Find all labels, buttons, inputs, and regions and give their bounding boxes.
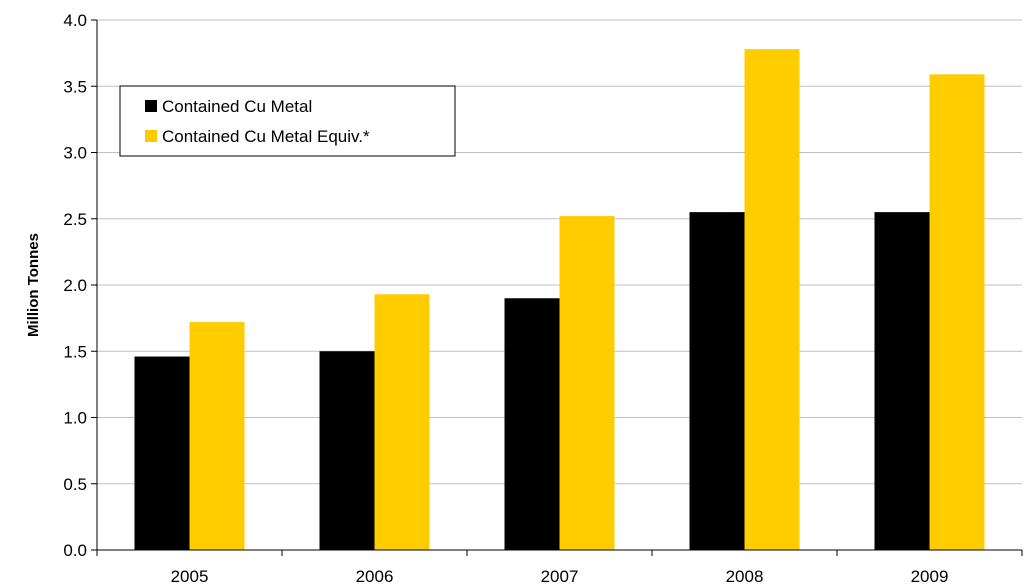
y-axis-title: Million Tonnes [25, 233, 42, 337]
bar-metal-2007 [504, 298, 560, 550]
legend-swatch [145, 100, 157, 112]
bar-metal-2005 [134, 356, 190, 550]
y-tick-label: 0.0 [63, 541, 87, 560]
y-tick-label: 1.0 [63, 409, 87, 428]
bar-metal-2006 [319, 351, 375, 550]
bar-metal-2009 [874, 212, 930, 550]
legend-box [119, 85, 456, 157]
y-tick-label: 0.5 [63, 475, 87, 494]
x-tick-label: 2007 [541, 567, 579, 586]
y-tick-label: 2.0 [63, 276, 87, 295]
bar-equiv-2008 [744, 49, 800, 551]
x-tick-label: 2005 [171, 567, 209, 586]
legend-label: Contained Cu Metal [162, 97, 312, 116]
legend-label: Contained Cu Metal Equiv.* [162, 127, 370, 146]
x-ticks: 2005 2006 2007 2008 2009 [96, 550, 1023, 586]
bar-equiv-2007 [559, 216, 615, 550]
legend-swatch [145, 130, 157, 142]
bar-equiv-2009 [929, 74, 985, 550]
y-tick-label: 3.5 [63, 77, 87, 96]
bar-equiv-2005 [189, 322, 245, 550]
bars [134, 49, 985, 551]
y-tick-label: 3.0 [63, 144, 87, 163]
y-tick-label: 1.5 [63, 342, 87, 361]
bar-equiv-2006 [374, 294, 430, 550]
bar-metal-2008 [689, 212, 745, 550]
x-tick-label: 2009 [911, 567, 949, 586]
legend: Contained Cu Metal Contained Cu Metal Equ… [119, 85, 456, 157]
y-ticks: 0.0 0.5 1.0 1.5 2.0 2.5 3.0 3.5 4.0 [63, 11, 97, 560]
x-tick-label: 2006 [356, 567, 394, 586]
y-tick-label: 4.0 [63, 11, 87, 30]
x-tick-label: 2008 [726, 567, 764, 586]
y-tick-label: 2.5 [63, 210, 87, 229]
